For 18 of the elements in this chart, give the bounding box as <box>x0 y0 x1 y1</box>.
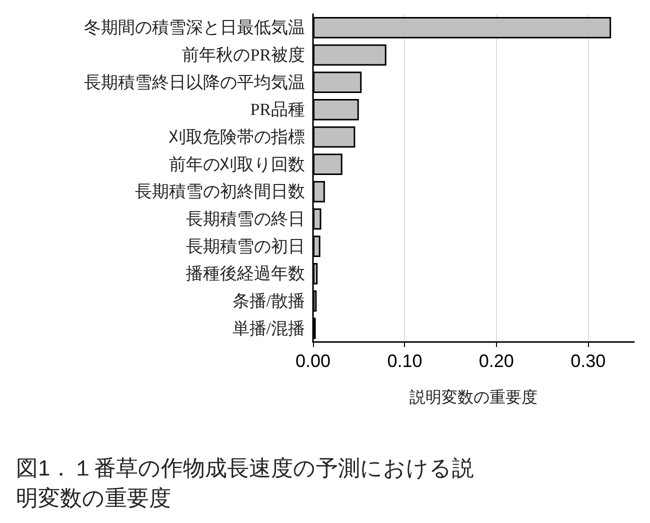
x-tick-label: 0.20 <box>478 351 514 371</box>
x-axis-title: 説明変数の重要度 <box>410 388 538 406</box>
y-tick-label: 冬期間の積雪深と日最低気温 <box>84 18 305 38</box>
y-tick-label: 刈取危険帯の指標 <box>168 128 305 146</box>
y-tick-label: 長期積雪終日以降の平均気温 <box>84 72 305 92</box>
y-tick-label: 播種後経過年数 <box>186 264 305 284</box>
x-tick-label: 0.00 <box>295 351 331 371</box>
caption: 図1．１番草の作物成長速度の予測における説明変数の重要度 <box>16 456 474 510</box>
y-tick-label: 前年の刈取り回数 <box>169 154 305 174</box>
y-tick-label: 単播/混播 <box>232 318 305 338</box>
x-tick-label: 0.10 <box>387 351 422 371</box>
y-tick-label: 長期積雪の終日 <box>186 210 305 228</box>
y-tick-label: 長期積雪の初終間日数 <box>135 182 305 202</box>
y-tick-label: 前年秋のPR被度 <box>182 46 305 64</box>
x-tick-label: 0.30 <box>570 351 606 371</box>
y-tick-label: 長期積雪の初日 <box>186 236 305 256</box>
y-tick-label: PR品種 <box>250 100 305 120</box>
y-tick-label: 条播/散播 <box>232 292 305 310</box>
